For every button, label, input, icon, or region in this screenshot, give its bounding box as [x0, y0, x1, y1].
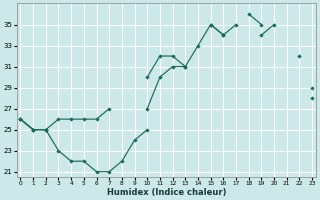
X-axis label: Humidex (Indice chaleur): Humidex (Indice chaleur) [107, 188, 226, 197]
